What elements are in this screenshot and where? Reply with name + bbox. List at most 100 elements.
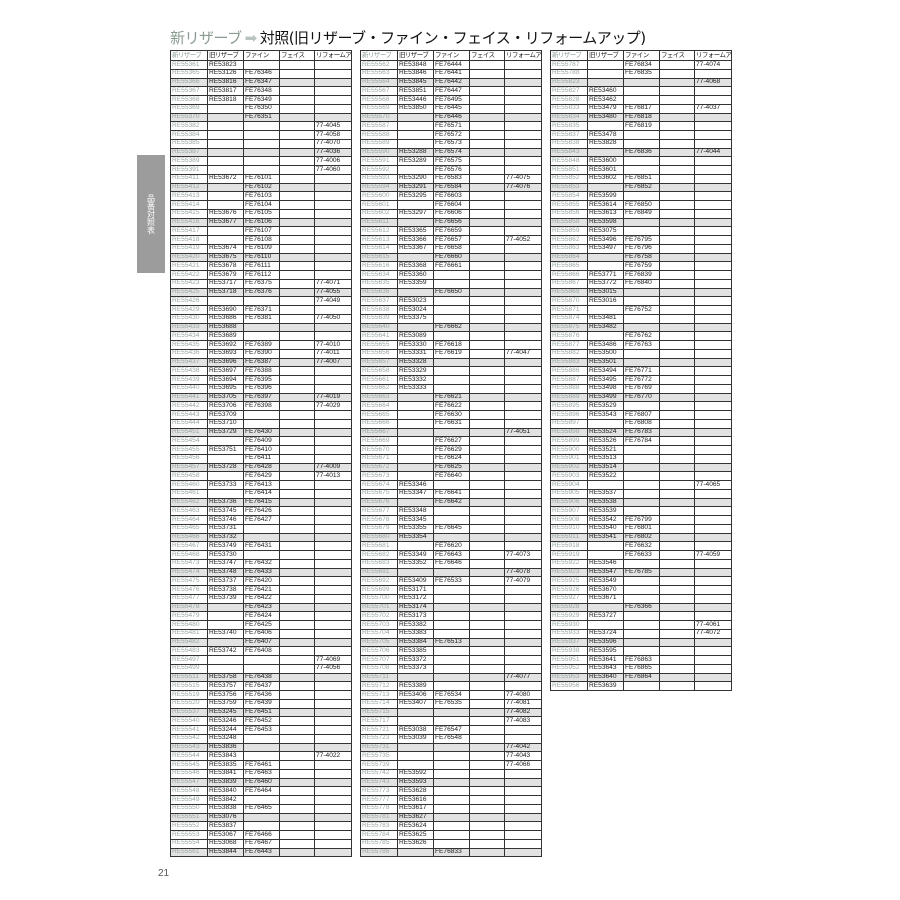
cell-new-reserve: RE55925 — [550, 576, 588, 586]
cell-fine: FE76625 — [433, 462, 470, 473]
cell-new-reserve: RE55477 — [170, 593, 208, 604]
table-row: RE55856 RE53613 FE76849 — [550, 208, 732, 219]
cell-old-reserve: RE53718 — [207, 287, 244, 298]
cell-reform-up — [504, 60, 542, 70]
cell-reform-up — [314, 768, 352, 779]
cell-reform-up — [694, 462, 732, 473]
cell-reform-up: 77-4077 — [504, 672, 542, 683]
cell-old-reserve: RE53593 — [397, 777, 434, 788]
cell-face — [469, 112, 505, 123]
table-row: RE55953 RE53640 FE76864 — [550, 672, 732, 683]
cell-old-reserve: RE53710 — [207, 418, 244, 429]
cell-reform-up: 77-4047 — [504, 348, 542, 359]
cell-fine: FE76763 — [623, 340, 660, 350]
cell-fine: FE76629 — [433, 445, 470, 455]
cell-new-reserve: RE55639 — [360, 313, 398, 324]
cell-reform-up — [314, 453, 352, 464]
table-row: RE55439 RE53694 FE76395 — [170, 375, 352, 385]
cell-face — [279, 655, 315, 665]
table-row: RE55877 RE53486 FE76763 — [550, 340, 732, 350]
cell-fine: FE76795 — [623, 235, 660, 245]
table-row: RE55925 RE53549 — [550, 576, 732, 586]
cell-old-reserve: RE53089 — [397, 331, 434, 341]
cell-reform-up: 77-4066 — [504, 760, 542, 770]
cell-reform-up — [504, 147, 542, 158]
cell-face — [659, 383, 695, 394]
cell-fine — [243, 138, 280, 149]
header-fine: ファイン — [433, 50, 470, 61]
table-row: RE55411 RE53672 FE76101 — [170, 173, 352, 184]
cell-old-reserve: RE53706 — [207, 401, 244, 411]
table-row: RE55678 RE53345 — [360, 515, 542, 525]
cell-face — [279, 383, 315, 394]
table-row: RE55859 RE53075 — [550, 226, 732, 236]
cell-old-reserve: RE53526 — [587, 436, 624, 446]
cell-new-reserve: RE55702 — [360, 611, 398, 621]
cell-face — [279, 532, 315, 543]
table-row: RE55616 RE53368 FE76661 — [360, 261, 542, 271]
cell-fine: FE76575 — [433, 156, 470, 166]
cell-reform-up — [504, 77, 542, 88]
cell-fine: FE76437 — [243, 681, 280, 691]
table-row: RE55900 RE53521 — [550, 445, 732, 455]
cell-reform-up: 77-4051 — [504, 427, 542, 438]
cell-face — [469, 576, 505, 586]
cell-old-reserve: RE53372 — [397, 655, 434, 665]
table-row: RE55479 FE76424 — [170, 611, 352, 621]
table-row: RE55908 RE53542 FE76799 — [550, 515, 732, 525]
cell-old-reserve: RE53836 — [207, 742, 244, 753]
cell-fine: FE76783 — [623, 427, 660, 438]
cell-face — [279, 296, 315, 306]
cell-new-reserve: RE55683 — [360, 558, 398, 569]
cell-reform-up — [694, 243, 732, 254]
cell-fine: FE76396 — [243, 383, 280, 394]
table-row: RE55871 FE76752 — [550, 305, 732, 315]
cell-old-reserve: RE53352 — [397, 558, 434, 569]
cell-fine: FE76818 — [623, 112, 660, 123]
cell-new-reserve: RE55442 — [170, 401, 208, 411]
table-row: RE55468 RE53730 — [170, 550, 352, 560]
cell-reform-up — [314, 366, 352, 376]
cell-reform-up — [314, 532, 352, 543]
cell-fine: FE76584 — [433, 182, 470, 193]
cell-new-reserve: RE55787 — [550, 60, 588, 70]
cell-face — [469, 672, 505, 683]
cell-face — [469, 313, 505, 324]
cell-new-reserve: RE55835 — [550, 121, 588, 131]
cell-reform-up: 77-4060 — [314, 165, 352, 175]
cell-old-reserve: RE53727 — [587, 611, 624, 621]
table-row: RE55823 77-4068 — [550, 77, 732, 88]
cell-fine — [243, 795, 280, 805]
cell-new-reserve: RE55828 — [550, 95, 588, 105]
cell-reform-up: 77-4071 — [314, 278, 352, 289]
cell-reform-up — [314, 707, 352, 718]
table-row: RE55656 RE53331 FE76619 77-4047 — [360, 348, 542, 359]
cell-old-reserve: RE53674 — [207, 243, 244, 254]
cell-old-reserve: RE53843 — [207, 751, 244, 761]
table-row: RE55417 FE76107 — [170, 226, 352, 236]
cell-face — [659, 427, 695, 438]
cell-reform-up — [504, 340, 542, 350]
table-row: RE55418 FE76108 — [170, 235, 352, 245]
cell-old-reserve: RE53248 — [207, 733, 244, 744]
cell-reform-up — [314, 375, 352, 385]
cell-fine — [623, 628, 660, 639]
cell-face — [279, 427, 315, 438]
cell-new-reserve: RE55918 — [550, 541, 588, 551]
cell-old-reserve: RE53627 — [397, 812, 434, 823]
cell-fine — [623, 646, 660, 656]
cell-face — [279, 506, 315, 516]
cell-fine: FE76105 — [243, 208, 280, 219]
cell-face — [659, 235, 695, 245]
cell-fine: FE76620 — [433, 541, 470, 551]
table-row: RE55550 RE53838 FE76465 — [170, 803, 352, 814]
arrow-right-icon: ➡ — [244, 29, 258, 47]
cell-old-reserve: RE53290 — [397, 173, 434, 184]
cell-old-reserve: RE53624 — [397, 821, 434, 831]
cell-fine: FE76836 — [623, 147, 660, 158]
cell-reform-up — [314, 620, 352, 630]
table-row: RE55858 RE53598 — [550, 217, 732, 228]
cell-fine: FE76624 — [433, 453, 470, 464]
cell-face — [659, 68, 695, 79]
cell-old-reserve: RE53345 — [397, 515, 434, 525]
